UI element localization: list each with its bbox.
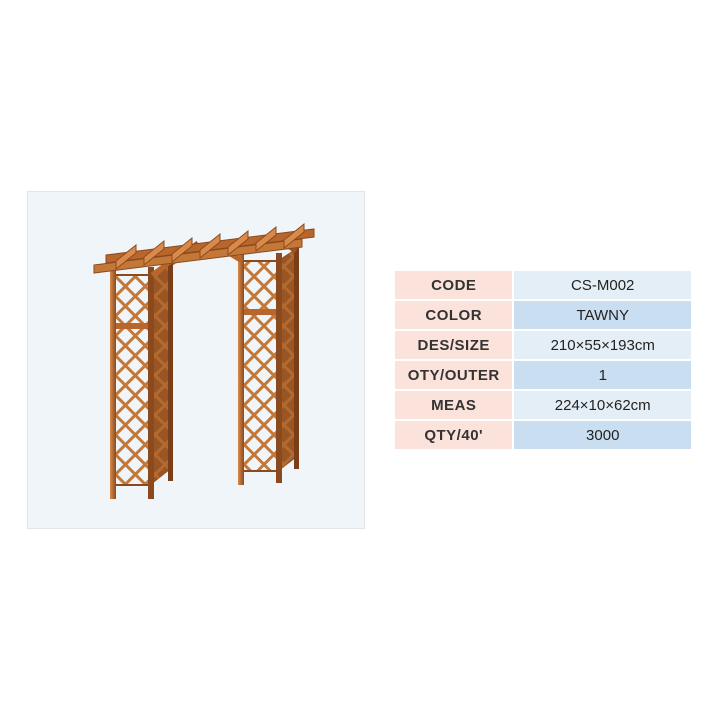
table-row: QTY/40' 3000 xyxy=(394,420,692,450)
spec-value: TAWNY xyxy=(513,300,692,330)
spec-value: 210×55×193cm xyxy=(513,330,692,360)
product-image-panel xyxy=(27,191,365,529)
table-row: COLOR TAWNY xyxy=(394,300,692,330)
spec-label: QTY/40' xyxy=(394,420,513,450)
spec-value: CS-M002 xyxy=(513,270,692,300)
spec-value: 1 xyxy=(513,360,692,390)
spec-table-body: CODE CS-M002 COLOR TAWNY DES/SIZE 210×55… xyxy=(394,270,692,450)
spec-label: CODE xyxy=(394,270,513,300)
spec-label: COLOR xyxy=(394,300,513,330)
spec-value: 224×10×62cm xyxy=(513,390,692,420)
table-row: CODE CS-M002 xyxy=(394,270,692,300)
table-row: OTY/OUTER 1 xyxy=(394,360,692,390)
arbor-illustration xyxy=(66,205,326,515)
spec-label: OTY/OUTER xyxy=(394,360,513,390)
spec-label: DES/SIZE xyxy=(394,330,513,360)
spec-value: 3000 xyxy=(513,420,692,450)
spec-table: CODE CS-M002 COLOR TAWNY DES/SIZE 210×55… xyxy=(393,269,693,451)
table-row: MEAS 224×10×62cm xyxy=(394,390,692,420)
table-row: DES/SIZE 210×55×193cm xyxy=(394,330,692,360)
spec-label: MEAS xyxy=(394,390,513,420)
